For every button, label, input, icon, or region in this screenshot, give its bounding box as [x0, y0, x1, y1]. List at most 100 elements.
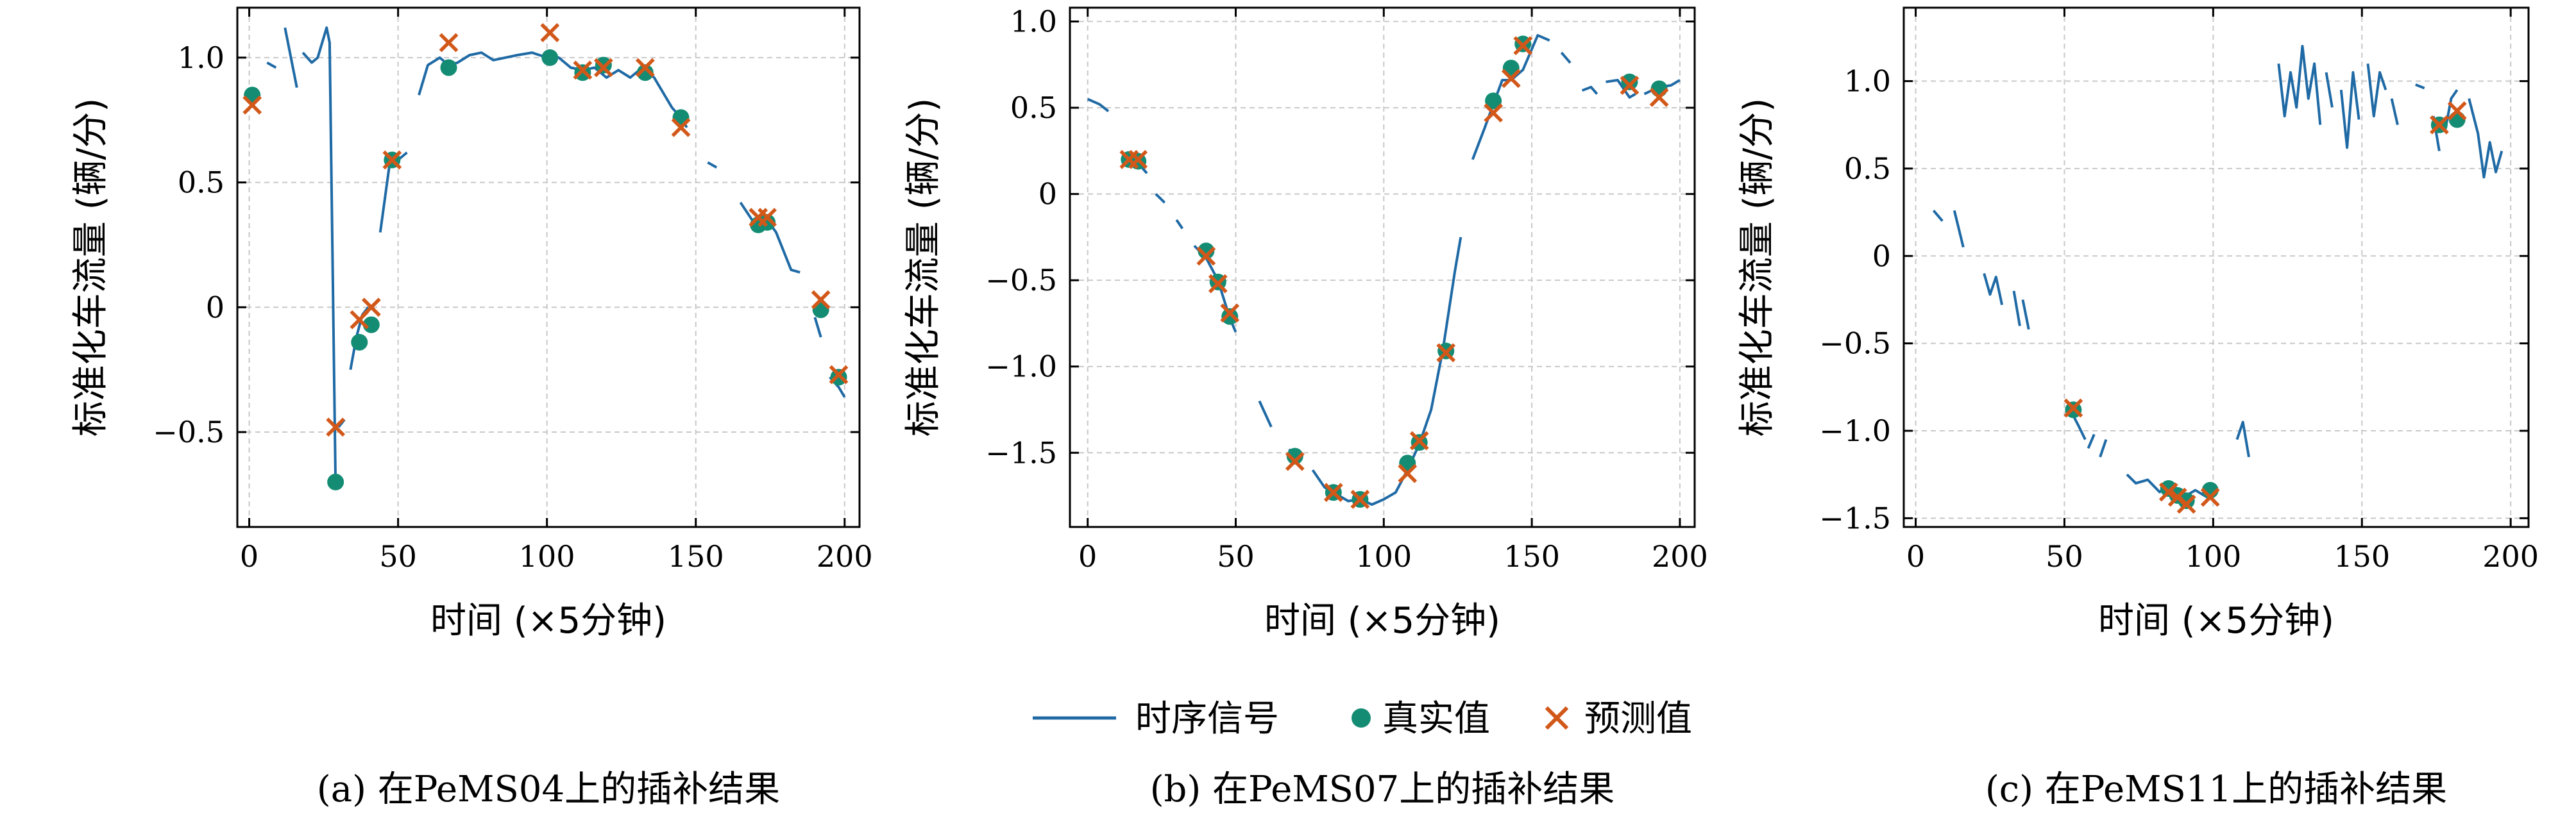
pred-point [2063, 398, 2083, 418]
x-tick-label: 50 [1217, 539, 1255, 574]
data-c [1932, 45, 2504, 514]
signal-segment [2087, 433, 2096, 449]
signal-segment [2012, 290, 2021, 326]
pred-point-stroke [671, 118, 691, 137]
legend-label-signal: 时序信号 [1135, 698, 1279, 740]
signal-segment [2235, 421, 2250, 458]
signal-segment [813, 317, 822, 338]
grid-c [1904, 8, 2529, 527]
legend-dot-swatch [1352, 708, 1371, 728]
x-tick-label: 200 [1652, 539, 1708, 574]
pred-point-stroke [2176, 494, 2196, 514]
pred-point-stroke [1208, 274, 1228, 294]
pred-point-stroke [1436, 343, 1456, 363]
signal-segment [2339, 71, 2360, 149]
pred-point [671, 118, 691, 137]
pred-point-stroke [326, 417, 346, 437]
true-point [1485, 92, 1502, 110]
y-tick-label: 1.0 [1010, 4, 1057, 39]
pred-point [593, 58, 613, 78]
pred-point-stroke [2200, 487, 2220, 507]
signal-segment [1471, 34, 1550, 160]
pred-point-stroke [1285, 451, 1305, 471]
true-point [636, 64, 654, 81]
pred-point [573, 60, 593, 80]
caption-c: (c) 在PeMS11上的插补结果 [1985, 769, 2447, 810]
signal-segment [1932, 210, 1944, 222]
pred-point [1350, 490, 1370, 509]
true-point [1221, 308, 1239, 325]
true-point [595, 56, 612, 74]
signal-segment [1581, 85, 1598, 95]
pred-point-stroke [2429, 115, 2449, 135]
signal-segment [1560, 51, 1572, 64]
pred-point [1128, 149, 1148, 169]
data-a [242, 23, 849, 490]
pred-point [829, 365, 849, 385]
y-tick-label: −1.5 [1819, 501, 1891, 535]
legend: 时序信号 真实值 预测值 [1033, 698, 1692, 740]
pred-point [2176, 494, 2196, 514]
pred-point-stroke [1513, 36, 1533, 56]
true-point [362, 316, 380, 333]
signal-segment [2444, 89, 2459, 131]
y-axis-label-c: 标准化车流量 (辆/分) [1736, 98, 1778, 437]
legend-cross-swatch [1545, 706, 1569, 730]
pred-point [1398, 463, 1418, 483]
caption-a: (a) 在PeMS04上的插补结果 [317, 769, 780, 810]
pred-point [1220, 303, 1240, 323]
pred-point-stroke [1649, 88, 1669, 107]
pred-point [382, 150, 402, 170]
true-point [541, 49, 559, 66]
y-tick-label: −1.0 [1819, 413, 1891, 448]
y-tick-label: 1.0 [1844, 64, 1891, 99]
pred-point-stroke [1220, 303, 1240, 323]
y-tick-label: −1.5 [985, 435, 1057, 470]
pred-point [1436, 343, 1456, 363]
pred-point-stroke [382, 150, 402, 170]
signal-segment [301, 26, 337, 487]
x-tick-label: 100 [519, 539, 575, 574]
pred-point-stroke [1409, 431, 1429, 451]
ticks-b: 0 50 100 150 200 −1.5 −1.0 −0.5 0 0.5 1.0 [985, 4, 1708, 574]
ticks-a: 0 50 100 150 200 −0.5 0 0.5 1.0 [153, 8, 873, 574]
data-b [1087, 34, 1681, 509]
y-tick-label: 0.5 [1010, 90, 1057, 125]
y-tick-label: −1.0 [985, 349, 1057, 384]
signal-segment [2390, 98, 2399, 126]
x-tick-label: 200 [2482, 539, 2539, 574]
true-point [574, 64, 591, 81]
signal-segment [2366, 63, 2387, 118]
pred-point-stroke [1501, 69, 1521, 88]
plot-frame-b [1069, 6, 1696, 528]
true-point [1198, 242, 1215, 260]
pred-point [1285, 451, 1305, 471]
x-tick-label: 0 [1906, 539, 1925, 574]
pred-point [811, 290, 831, 310]
true-point [1621, 73, 1638, 90]
x-tick-label: 100 [2185, 539, 2241, 574]
ticks-c: 0 50 100 150 200 −1.5 −1.0 −0.5 0 0.5 1.0 [1819, 8, 2539, 574]
signal-segment [2021, 299, 2030, 330]
plot-frame-c [1902, 6, 2530, 528]
true-point [351, 333, 368, 351]
x-axis-label-c: 时间 (×5分钟) [2098, 600, 2334, 642]
signal-segment [2468, 98, 2504, 179]
legend-label-pred: 预测值 [1584, 698, 1692, 740]
true-point [1286, 447, 1303, 465]
pred-point [758, 208, 777, 228]
pred-point-stroke [1398, 463, 1418, 483]
pred-point [361, 297, 381, 317]
pred-point [540, 23, 560, 42]
signal-segment [2325, 72, 2334, 108]
pred-point [2158, 482, 2178, 502]
true-point [2448, 111, 2466, 128]
signal-segment [266, 61, 277, 69]
signal-segment [707, 161, 718, 169]
true-point [327, 473, 344, 490]
pred-point-stroke [1196, 246, 1216, 266]
y-tick-label: 0 [206, 290, 225, 324]
pred-point-stroke [573, 60, 593, 80]
true-point [440, 59, 457, 76]
pred-point-stroke [1620, 76, 1640, 95]
